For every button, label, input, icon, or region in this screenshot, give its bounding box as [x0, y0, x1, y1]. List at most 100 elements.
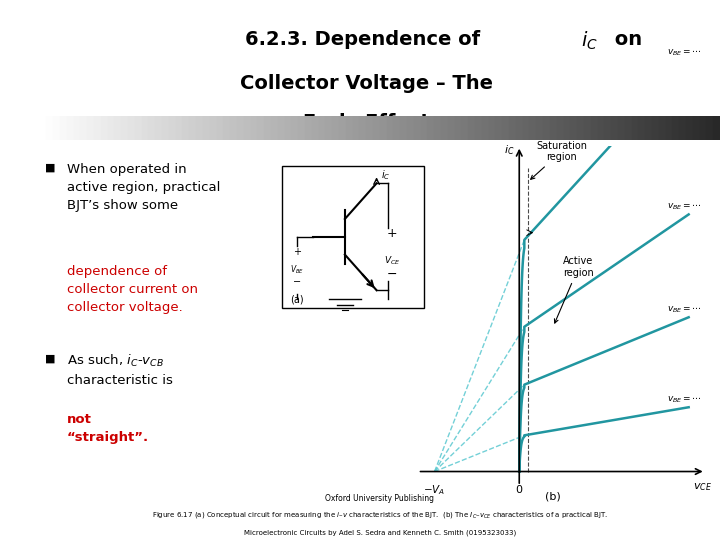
Bar	[454, 116, 462, 140]
Bar	[282, 165, 424, 308]
Bar	[714, 116, 720, 140]
Bar	[618, 116, 625, 140]
Bar	[203, 116, 210, 140]
Text: dependence of
collector current on
collector voltage.: dependence of collector current on colle…	[67, 265, 198, 314]
Text: Microelectronic Circuits by Adel S. Sedra and Kenneth C. Smith (0195323033): Microelectronic Circuits by Adel S. Sedr…	[243, 529, 516, 536]
Bar	[516, 116, 523, 140]
Bar	[121, 116, 128, 140]
Bar	[428, 116, 434, 140]
Bar	[189, 116, 196, 140]
Bar	[448, 116, 454, 140]
Bar	[339, 116, 346, 140]
Bar	[475, 116, 482, 140]
Bar	[598, 116, 604, 140]
Bar	[264, 116, 271, 140]
Bar	[114, 116, 121, 140]
Bar	[434, 116, 441, 140]
Bar	[318, 116, 325, 140]
Bar	[182, 116, 189, 140]
Bar	[73, 116, 81, 140]
Bar	[278, 116, 284, 140]
Bar	[46, 116, 53, 140]
Bar	[359, 116, 366, 140]
Text: $i_C$: $i_C$	[382, 168, 391, 182]
Bar	[53, 116, 60, 140]
Bar	[135, 116, 142, 140]
Text: 6.2.3. Dependence of: 6.2.3. Dependence of	[246, 30, 487, 49]
Bar	[230, 116, 237, 140]
Bar	[550, 116, 557, 140]
Bar	[332, 116, 339, 140]
Bar	[305, 116, 312, 140]
Bar	[495, 116, 503, 140]
Bar	[557, 116, 564, 140]
Bar	[420, 116, 428, 140]
Text: (b): (b)	[545, 491, 561, 501]
Bar	[353, 116, 359, 140]
Text: on: on	[608, 30, 642, 49]
Bar	[40, 116, 46, 140]
Bar	[101, 116, 108, 140]
Bar	[108, 116, 114, 140]
Bar	[523, 116, 529, 140]
Bar	[196, 116, 203, 140]
Bar	[631, 116, 639, 140]
Bar	[407, 116, 414, 140]
Bar	[686, 116, 693, 140]
Bar	[284, 116, 292, 140]
Bar	[639, 116, 645, 140]
Bar	[652, 116, 659, 140]
Text: $v_{BE} = \cdots$: $v_{BE} = \cdots$	[667, 305, 702, 315]
Bar	[679, 116, 686, 140]
Bar	[210, 116, 217, 140]
Bar	[393, 116, 400, 140]
Bar	[217, 116, 223, 140]
Bar	[509, 116, 516, 140]
Bar	[489, 116, 495, 140]
Bar	[251, 116, 257, 140]
Text: $v_{BE} = \cdots$: $v_{BE} = \cdots$	[667, 48, 702, 58]
Bar	[665, 116, 672, 140]
Text: $V_{CE}$: $V_{CE}$	[384, 254, 401, 267]
Bar	[441, 116, 448, 140]
Text: OXFORD: OXFORD	[15, 73, 24, 121]
Bar	[156, 116, 162, 140]
Text: 0: 0	[516, 485, 523, 495]
Text: As such, $i_C$-$v_{CB}$
characteristic is: As such, $i_C$-$v_{CB}$ characteristic i…	[67, 353, 177, 387]
Bar	[162, 116, 169, 140]
Bar	[414, 116, 420, 140]
Text: Active
region: Active region	[554, 256, 594, 323]
Bar	[400, 116, 407, 140]
Text: ■: ■	[45, 353, 55, 363]
Text: Saturation
region: Saturation region	[531, 141, 587, 179]
Text: ■: ■	[45, 163, 55, 173]
Bar	[577, 116, 584, 140]
Bar	[60, 116, 67, 140]
Bar	[81, 116, 87, 140]
Text: Early Effect: Early Effect	[303, 113, 430, 132]
Text: $V_{BE}$: $V_{BE}$	[290, 264, 305, 276]
Bar	[325, 116, 332, 140]
Bar	[672, 116, 679, 140]
Bar	[590, 116, 598, 140]
Text: (a): (a)	[291, 295, 304, 305]
Text: $v_{BE} = \cdots$: $v_{BE} = \cdots$	[667, 202, 702, 212]
Bar	[645, 116, 652, 140]
Bar	[462, 116, 468, 140]
Bar	[312, 116, 318, 140]
Text: $i_C$: $i_C$	[580, 30, 598, 52]
Bar	[67, 116, 73, 140]
Bar	[570, 116, 577, 140]
Text: $v_{CE}$: $v_{CE}$	[693, 482, 711, 494]
Bar	[243, 116, 251, 140]
Bar	[148, 116, 156, 140]
Bar	[87, 116, 94, 140]
Bar	[237, 116, 243, 140]
Text: When operated in
active region, practical
BJT’s show some: When operated in active region, practica…	[67, 163, 220, 212]
Bar	[604, 116, 611, 140]
Text: +: +	[387, 227, 397, 240]
Text: $v_{BE} = \cdots$: $v_{BE} = \cdots$	[667, 395, 702, 405]
Text: UNIVERSITY: UNIVERSITY	[17, 168, 22, 210]
Bar	[380, 116, 387, 140]
Bar	[543, 116, 550, 140]
